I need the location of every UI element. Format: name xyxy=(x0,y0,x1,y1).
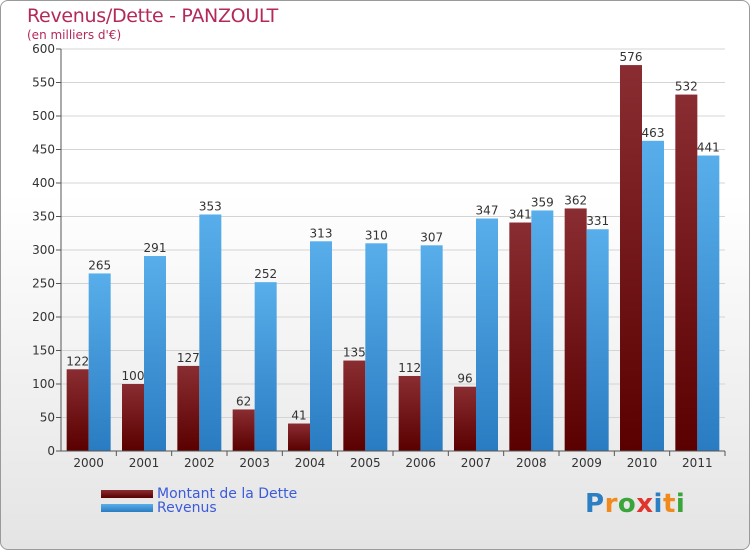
bar-revenus xyxy=(365,243,388,451)
x-tick-label: 2009 xyxy=(571,456,602,470)
data-label: 291 xyxy=(144,241,167,255)
x-tick-label: 2002 xyxy=(184,456,215,470)
x-tick-label: 2010 xyxy=(627,456,658,470)
y-tick-label: 400 xyxy=(32,176,55,190)
bar-dette xyxy=(454,386,476,451)
data-label: 313 xyxy=(310,226,333,240)
logo-letter: r xyxy=(604,489,618,519)
data-label: 359 xyxy=(531,195,554,209)
bar-revenus xyxy=(586,229,609,451)
bar-dette xyxy=(398,375,421,451)
data-label: 341 xyxy=(509,208,532,222)
y-tick-label: 300 xyxy=(32,243,55,257)
x-tick-label: 2011 xyxy=(682,456,713,470)
bars xyxy=(66,65,720,452)
data-label: 96 xyxy=(457,372,472,386)
legend-item-revenus: Revenus xyxy=(101,500,297,516)
x-tick-label: 2001 xyxy=(129,456,160,470)
bar-revenus xyxy=(310,241,332,451)
chart-title: Revenus/Dette - PANZOULT xyxy=(27,5,278,27)
data-label: 347 xyxy=(476,204,499,218)
grid-lines xyxy=(61,48,725,452)
logo-letter: t xyxy=(662,489,676,519)
x-tick-label: 2006 xyxy=(405,456,436,470)
legend-swatch-revenus xyxy=(101,504,153,512)
data-labels: 122 265 100 291 127 353 62 252 41 313 135 310 112 307… xyxy=(66,50,720,422)
legend-swatch-dette xyxy=(101,490,153,498)
bar-revenus xyxy=(144,256,166,451)
bar-dette xyxy=(122,384,144,451)
data-label: 310 xyxy=(365,228,388,242)
y-tick-label: 450 xyxy=(32,143,55,157)
data-label: 463 xyxy=(642,126,665,140)
data-label: 135 xyxy=(343,346,366,360)
data-label: 265 xyxy=(88,258,111,272)
data-label: 112 xyxy=(398,361,421,375)
bar-revenus xyxy=(199,214,222,451)
data-label: 532 xyxy=(675,80,698,94)
bar-dette xyxy=(343,360,366,451)
bar-dette xyxy=(675,94,698,451)
bar-revenus xyxy=(88,273,111,451)
bar-dette xyxy=(177,365,200,451)
x-tick-label: 2008 xyxy=(516,456,547,470)
y-tick-label: 500 xyxy=(32,109,55,123)
data-label: 122 xyxy=(66,354,89,368)
x-tick-label: 2007 xyxy=(461,456,492,470)
y-tick-label: 250 xyxy=(32,277,55,291)
x-tick-label: 2005 xyxy=(350,456,381,470)
proxiti-logo: Proxiti xyxy=(585,489,685,519)
logo-letter: i xyxy=(675,489,686,519)
legend-label-revenus: Revenus xyxy=(157,500,217,516)
data-label: 362 xyxy=(564,193,587,207)
data-label: 127 xyxy=(177,351,200,365)
data-label: 353 xyxy=(199,199,222,213)
data-label: 331 xyxy=(586,214,609,228)
legend-label-dette: Montant de la Dette xyxy=(157,486,298,502)
x-tick-label: 2000 xyxy=(73,456,104,470)
bar-revenus xyxy=(254,282,277,451)
legend: Montant de la Dette Revenus xyxy=(101,486,298,516)
data-label: 576 xyxy=(620,50,643,64)
logo-letter: x xyxy=(636,489,654,519)
x-tick-label: 2003 xyxy=(239,456,270,470)
bar-dette xyxy=(509,222,532,451)
data-label: 307 xyxy=(420,230,443,244)
bar-revenus xyxy=(476,218,498,451)
bar-revenus xyxy=(642,140,664,452)
y-tick-label: 600 xyxy=(32,42,55,56)
data-label: 100 xyxy=(122,369,145,383)
bar-dette xyxy=(620,65,642,451)
y-tick-label: 0 xyxy=(47,444,55,458)
x-tick-label: 2004 xyxy=(295,456,326,470)
y-tick-label: 150 xyxy=(32,344,55,358)
logo-letter: P xyxy=(585,489,605,519)
bar-revenus xyxy=(697,155,720,451)
y-tick-label: 50 xyxy=(40,411,55,425)
y-tick-label: 550 xyxy=(32,76,55,90)
chart-subtitle: (en milliers d'€) xyxy=(27,28,122,42)
y-tick-label: 100 xyxy=(32,377,55,391)
bar-dette xyxy=(288,423,310,451)
axes: 0 50 100 150 200 250 300 350 400 450 500 550 600 2000… xyxy=(32,42,726,470)
logo-letter: i xyxy=(653,489,663,519)
data-label: 252 xyxy=(254,267,277,281)
bar-revenus xyxy=(531,210,554,451)
y-tick-label: 350 xyxy=(32,210,55,224)
data-label: 441 xyxy=(697,141,720,155)
data-label: 41 xyxy=(291,409,306,423)
data-label: 62 xyxy=(236,394,251,408)
bar-dette xyxy=(66,369,89,451)
bar-dette xyxy=(232,409,255,451)
logo-letter: o xyxy=(617,489,637,519)
bar-revenus xyxy=(420,245,443,451)
bar-dette xyxy=(564,208,587,451)
y-tick-label: 200 xyxy=(32,310,55,324)
legend-item-dette: Montant de la Dette xyxy=(101,486,298,502)
